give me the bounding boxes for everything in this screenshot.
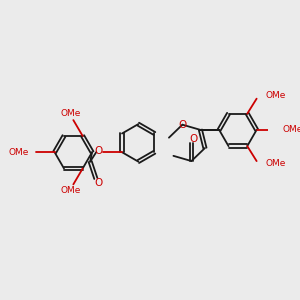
Text: O: O <box>95 146 103 156</box>
Text: OMe: OMe <box>282 125 300 134</box>
Text: OMe: OMe <box>61 186 81 195</box>
Text: OMe: OMe <box>8 148 29 157</box>
Text: O: O <box>189 134 197 144</box>
Text: OMe: OMe <box>61 109 81 118</box>
Text: O: O <box>178 120 187 130</box>
Text: O: O <box>94 178 103 188</box>
Text: OMe: OMe <box>266 92 286 100</box>
Text: OMe: OMe <box>266 159 286 168</box>
